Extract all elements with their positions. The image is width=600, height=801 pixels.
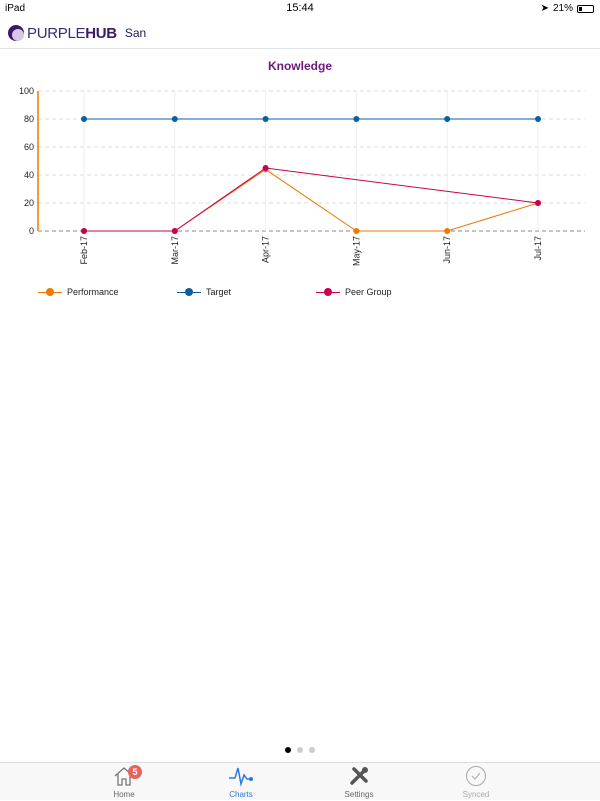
series-line-peer-group	[84, 167, 539, 232]
x-tick-label: Jul-17	[533, 236, 543, 261]
clock: 15:44	[286, 2, 314, 14]
data-point	[171, 116, 178, 122]
legend-label: Peer Group	[345, 287, 392, 297]
check-circle-icon	[466, 766, 486, 786]
chart-title: Knowledge	[267, 59, 332, 73]
tab-home[interactable]: 5 Home	[84, 763, 164, 801]
data-point	[171, 228, 178, 234]
chart-legend: Performance Target Peer Group	[38, 287, 455, 297]
y-tick-label: 80	[24, 114, 34, 124]
page-dot[interactable]	[309, 747, 315, 753]
data-point	[444, 228, 451, 234]
legend-label: Performance	[67, 287, 119, 297]
data-point	[353, 228, 360, 234]
y-tick-label: 20	[24, 198, 34, 208]
x-tick-label: Apr-17	[261, 236, 271, 263]
legend-label: Target	[206, 287, 232, 297]
data-point	[81, 228, 87, 234]
data-point	[262, 165, 269, 171]
legend-marker-icon	[38, 288, 62, 296]
location-icon: ➤	[540, 3, 549, 14]
pulse-icon	[229, 767, 253, 787]
device-label: iPad	[5, 3, 26, 14]
status-bar: iPad 15:44 ➤ 21%	[0, 0, 600, 18]
series-line-performance	[84, 168, 539, 232]
brand-light: PURPLE	[27, 24, 86, 42]
tools-icon	[350, 767, 368, 785]
logo-icon	[8, 25, 24, 41]
user-name: San	[124, 26, 147, 40]
data-point	[535, 200, 541, 206]
data-point	[81, 116, 87, 122]
data-point	[535, 116, 541, 122]
tab-label: Synced	[462, 790, 490, 799]
tab-label: Home	[113, 790, 135, 799]
page-dot[interactable]	[285, 747, 291, 753]
brand-bold: HUB	[85, 24, 117, 42]
legend-item[interactable]: Performance	[38, 287, 177, 297]
y-tick-label: 100	[19, 86, 34, 96]
tab-label: Charts	[229, 790, 253, 799]
x-tick-label: May-17	[351, 236, 361, 266]
y-tick-label: 60	[24, 142, 34, 152]
tab-synced[interactable]: Synced	[436, 763, 516, 801]
x-tick-label: Feb-17	[79, 236, 89, 265]
tab-settings[interactable]: Settings	[319, 763, 399, 801]
tab-label: Settings	[344, 790, 374, 799]
logo: PURPLE HUB	[7, 24, 117, 42]
page-indicator[interactable]	[0, 747, 600, 753]
line-chart: 0 20 40 60 80 100 Feb-17 Mar-17 Apr-17 May-17 Jun-…	[19, 86, 585, 266]
page-dot[interactable]	[297, 747, 303, 753]
data-point	[444, 116, 451, 122]
notification-badge: 5	[128, 765, 142, 779]
y-tick-label: 40	[24, 170, 34, 180]
legend-marker-icon	[316, 288, 340, 296]
battery-percent: 21%	[552, 3, 573, 14]
y-tick-label: 0	[29, 226, 34, 236]
legend-item[interactable]: Target	[177, 287, 316, 297]
tab-bar: 5 Home Charts Settings Synced	[0, 762, 600, 800]
x-tick-label: Jun-17	[442, 236, 452, 264]
data-point	[353, 116, 360, 122]
app-header: PURPLE HUB San	[0, 18, 600, 49]
legend-marker-icon	[177, 288, 201, 296]
legend-item[interactable]: Peer Group	[316, 287, 455, 297]
data-point	[262, 116, 269, 122]
battery-icon	[577, 4, 594, 13]
x-tick-label: Mar-17	[170, 236, 180, 265]
tab-charts[interactable]: Charts	[201, 763, 281, 801]
